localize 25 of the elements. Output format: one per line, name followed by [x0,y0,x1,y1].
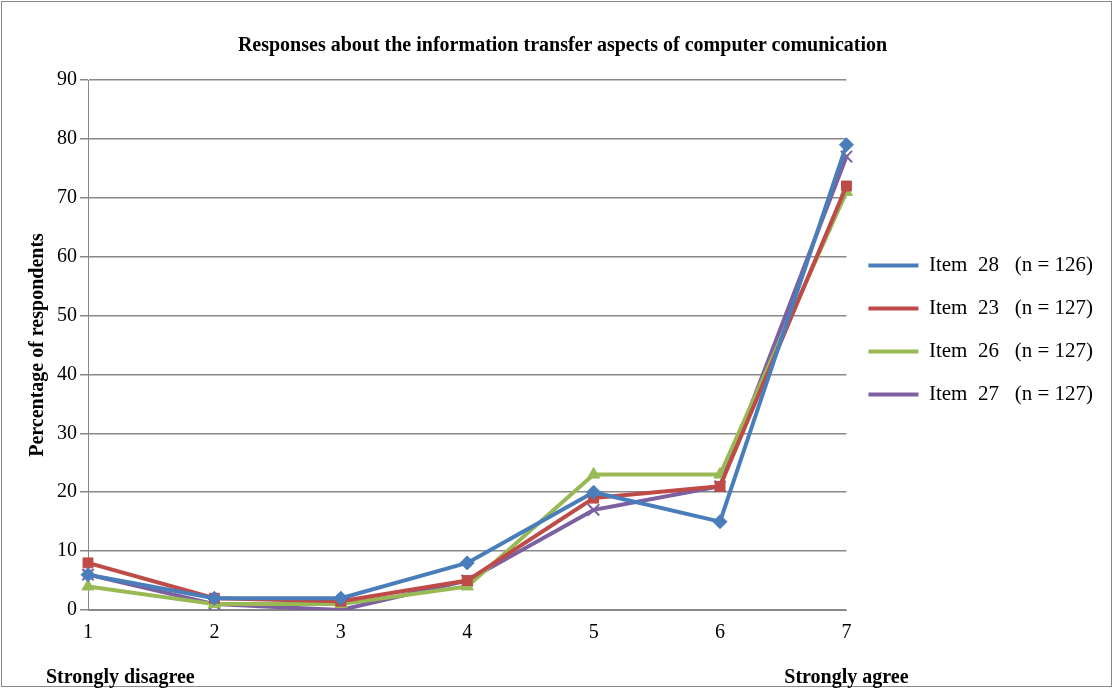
x-tick-label: 2 [209,620,220,643]
x-tick-label: 5 [588,620,599,643]
x-tick-label: 7 [841,620,852,643]
y-tick-label: 60 [57,243,77,266]
y-tick-label: 90 [57,67,77,90]
legend-label: Item 27 (n = 127) [928,381,1094,406]
legend-label: Item 28 (n = 126) [928,252,1094,277]
y-tick-label: 50 [57,302,77,325]
chart-title: Responses about the information transfer aspects of computer comunication [237,33,888,57]
y-tick-label: 80 [57,126,77,149]
text: Strongly disagree [46,665,195,689]
legend-label: Item 26 (n = 127) [928,338,1094,363]
x-tick-label: 3 [335,620,346,643]
y-tick-label: 0 [67,597,77,620]
y-tick-label: 30 [57,420,77,443]
y-axis-title: Percentage of respondents [25,232,49,457]
x-tick-label: 4 [462,620,473,643]
legend-label: Item 23 (n = 127) [928,295,1094,320]
y-tick-label: 70 [57,185,77,208]
text: Strongly agree [784,665,909,689]
x-tick-label: 1 [83,620,93,643]
y-tick-label: 10 [57,538,77,561]
y-tick-label: 20 [57,479,77,502]
y-tick-label: 40 [57,361,77,384]
x-tick-label: 6 [715,620,726,643]
